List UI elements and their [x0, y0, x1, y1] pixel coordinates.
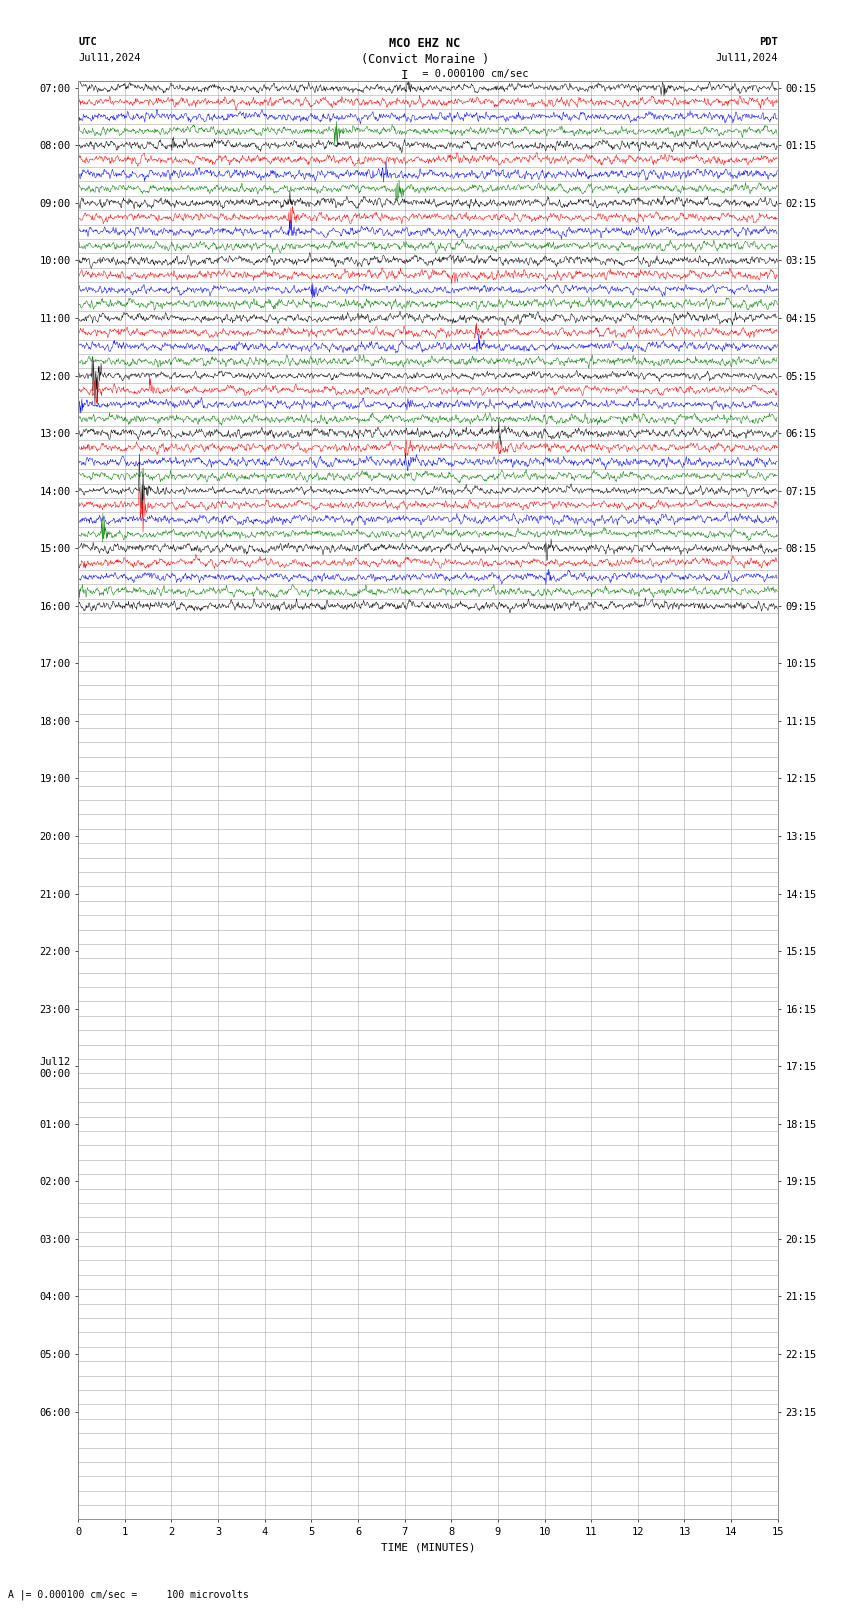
Text: I: I — [400, 69, 408, 82]
Text: Jul11,2024: Jul11,2024 — [78, 53, 141, 63]
Text: PDT: PDT — [759, 37, 778, 47]
Text: UTC: UTC — [78, 37, 97, 47]
X-axis label: TIME (MINUTES): TIME (MINUTES) — [381, 1542, 475, 1553]
Text: (Convict Moraine ): (Convict Moraine ) — [361, 53, 489, 66]
Text: Jul11,2024: Jul11,2024 — [715, 53, 778, 63]
Text: A |= 0.000100 cm/sec =     100 microvolts: A |= 0.000100 cm/sec = 100 microvolts — [8, 1589, 249, 1600]
Text: = 0.000100 cm/sec: = 0.000100 cm/sec — [416, 69, 529, 79]
Text: MCO EHZ NC: MCO EHZ NC — [389, 37, 461, 50]
